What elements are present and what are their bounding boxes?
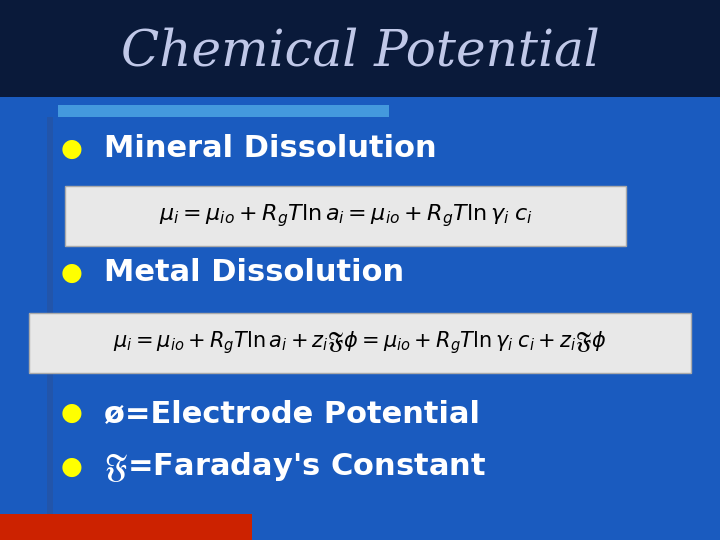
Text: Chemical Potential: Chemical Potential — [121, 26, 599, 76]
Text: ●: ● — [61, 401, 83, 425]
Text: ø=Electrode Potential: ø=Electrode Potential — [104, 399, 480, 428]
Text: ●: ● — [61, 137, 83, 160]
Text: Metal Dissolution: Metal Dissolution — [104, 258, 405, 287]
Text: ●: ● — [61, 261, 83, 285]
FancyBboxPatch shape — [65, 186, 626, 246]
FancyBboxPatch shape — [29, 313, 691, 373]
FancyBboxPatch shape — [0, 514, 252, 540]
Text: $\mu_i = \mu_{io} + R_g T \ln a_i + z_i \mathfrak{F} \phi = \mu_{io} + R_g T \ln: $\mu_i = \mu_{io} + R_g T \ln a_i + z_i … — [113, 329, 607, 356]
FancyBboxPatch shape — [0, 0, 720, 97]
Text: Mineral Dissolution: Mineral Dissolution — [104, 134, 437, 163]
FancyBboxPatch shape — [58, 105, 389, 117]
FancyBboxPatch shape — [47, 117, 53, 540]
Text: $\mathfrak{F}$=Faraday's Constant: $\mathfrak{F}$=Faraday's Constant — [104, 450, 487, 484]
Text: $\mu_i = \mu_{io} + R_g T \ln a_i = \mu_{io} + R_g T \ln \gamma_i \; c_i$: $\mu_i = \mu_{io} + R_g T \ln a_i = \mu_… — [158, 202, 533, 230]
Text: ●: ● — [61, 455, 83, 479]
